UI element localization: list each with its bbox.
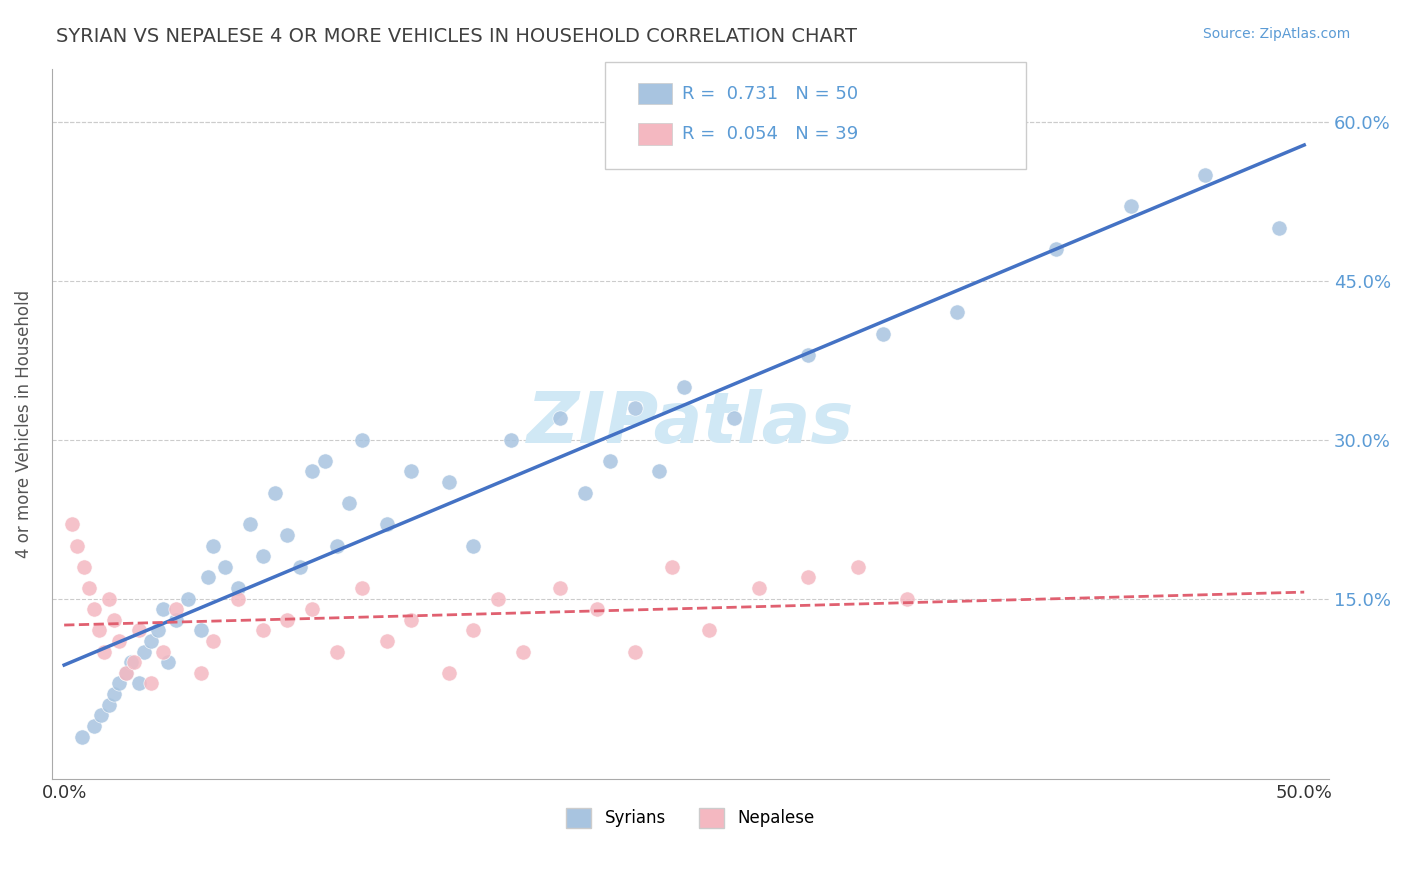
Point — [148, 624, 170, 638]
Text: R =  0.731   N = 50: R = 0.731 N = 50 — [682, 85, 858, 103]
Point — [437, 475, 460, 489]
Point — [264, 485, 287, 500]
Point — [214, 559, 236, 574]
Point — [239, 517, 262, 532]
Point — [120, 655, 142, 669]
Point — [93, 645, 115, 659]
Point — [226, 591, 249, 606]
Point — [115, 665, 138, 680]
Point — [276, 613, 298, 627]
Point — [375, 634, 398, 648]
Point — [83, 602, 105, 616]
Point — [1194, 168, 1216, 182]
Text: R =  0.054   N = 39: R = 0.054 N = 39 — [682, 125, 858, 143]
Point — [77, 581, 100, 595]
Point — [748, 581, 770, 595]
Point — [139, 634, 162, 648]
Point — [463, 624, 485, 638]
Point — [548, 581, 571, 595]
Point — [73, 559, 96, 574]
Point — [177, 591, 200, 606]
Point — [97, 698, 120, 712]
Point — [107, 676, 129, 690]
Point — [1268, 220, 1291, 235]
Point — [486, 591, 509, 606]
Point — [350, 581, 373, 595]
Point — [375, 517, 398, 532]
Point — [314, 454, 336, 468]
Point — [288, 559, 311, 574]
Point — [70, 730, 93, 744]
Point — [128, 676, 150, 690]
Text: Source: ZipAtlas.com: Source: ZipAtlas.com — [1202, 27, 1350, 41]
Point — [165, 613, 187, 627]
Point — [673, 379, 696, 393]
Point — [723, 411, 745, 425]
Point — [97, 591, 120, 606]
Point — [107, 634, 129, 648]
Point — [301, 602, 323, 616]
Point — [60, 517, 83, 532]
Point — [697, 624, 720, 638]
Point — [90, 708, 112, 723]
Point — [548, 411, 571, 425]
Text: ZIPatlas: ZIPatlas — [527, 389, 853, 458]
Point — [276, 528, 298, 542]
Point — [846, 559, 869, 574]
Point — [132, 645, 155, 659]
Point — [401, 465, 423, 479]
Point — [139, 676, 162, 690]
Point — [872, 326, 894, 341]
Text: SYRIAN VS NEPALESE 4 OR MORE VEHICLES IN HOUSEHOLD CORRELATION CHART: SYRIAN VS NEPALESE 4 OR MORE VEHICLES IN… — [56, 27, 858, 45]
Point — [152, 645, 174, 659]
Point — [103, 613, 125, 627]
Point — [165, 602, 187, 616]
Point — [797, 570, 820, 584]
Point — [586, 602, 609, 616]
Point — [599, 454, 621, 468]
Point — [201, 634, 224, 648]
Point — [797, 348, 820, 362]
Point — [648, 465, 671, 479]
Point — [152, 602, 174, 616]
Point — [103, 687, 125, 701]
Point — [190, 665, 212, 680]
Point — [946, 305, 969, 319]
Point — [463, 539, 485, 553]
Point — [401, 613, 423, 627]
Point — [115, 665, 138, 680]
Point — [301, 465, 323, 479]
Point — [201, 539, 224, 553]
Point — [512, 645, 534, 659]
Point — [623, 401, 645, 415]
Legend: Syrians, Nepalese: Syrians, Nepalese — [560, 801, 821, 835]
Point — [252, 549, 274, 564]
Point — [87, 624, 110, 638]
Point — [350, 433, 373, 447]
Point — [128, 624, 150, 638]
Point — [574, 485, 596, 500]
Point — [226, 581, 249, 595]
Point — [122, 655, 145, 669]
Point — [337, 496, 360, 510]
Point — [661, 559, 683, 574]
Point — [190, 624, 212, 638]
Point — [499, 433, 522, 447]
Point — [437, 665, 460, 680]
Point — [1045, 242, 1067, 256]
Point — [326, 645, 349, 659]
Point — [623, 645, 645, 659]
Point — [896, 591, 918, 606]
Point — [65, 539, 87, 553]
Y-axis label: 4 or more Vehicles in Household: 4 or more Vehicles in Household — [15, 290, 32, 558]
Point — [252, 624, 274, 638]
Point — [326, 539, 349, 553]
Point — [83, 719, 105, 733]
Point — [197, 570, 219, 584]
Point — [1119, 199, 1142, 213]
Point — [157, 655, 180, 669]
